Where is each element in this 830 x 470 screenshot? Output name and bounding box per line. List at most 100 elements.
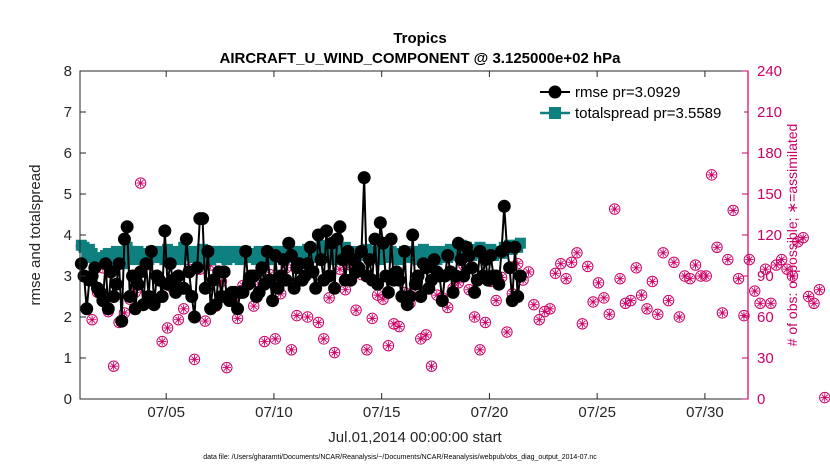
rmse-point bbox=[468, 285, 482, 299]
rmse-point bbox=[457, 269, 471, 283]
y-right-tick-label: 60 bbox=[757, 309, 774, 326]
obs-assimilated-marker bbox=[351, 305, 361, 315]
obs-possible-marker bbox=[732, 273, 745, 285]
obs-assimilated-marker bbox=[561, 274, 571, 283]
obs-possible-marker bbox=[598, 292, 610, 304]
rmse-point bbox=[109, 277, 123, 291]
y-right-tick-label: 0 bbox=[757, 391, 765, 408]
rmse-point bbox=[198, 281, 212, 295]
obs-possible-marker bbox=[199, 315, 211, 327]
obs-possible-marker bbox=[689, 259, 702, 271]
obs-assimilated-marker bbox=[804, 292, 813, 301]
obs-assimilated-marker bbox=[470, 312, 479, 322]
obs-possible-marker bbox=[134, 177, 147, 189]
totalspread-point bbox=[162, 243, 174, 255]
obs-assimilated-marker bbox=[535, 315, 544, 324]
obs-possible-marker bbox=[808, 297, 820, 310]
obs-possible-marker bbox=[716, 307, 729, 319]
rmse-point bbox=[403, 290, 417, 303]
y-tick-label: 4 bbox=[64, 227, 72, 244]
y-tick-label: 6 bbox=[64, 145, 72, 162]
obs-assimilated-marker bbox=[745, 255, 754, 264]
obs-assimilated-marker bbox=[626, 296, 636, 305]
obs-possible-marker bbox=[722, 253, 734, 266]
rmse-series bbox=[74, 171, 527, 328]
obs-assimilated-marker bbox=[319, 334, 328, 344]
totalspread-point bbox=[514, 237, 526, 249]
obs-assimilated-marker bbox=[174, 315, 183, 324]
rmse-point bbox=[465, 261, 479, 275]
totalspread-point bbox=[178, 241, 190, 253]
footer-note: data file: /Users/gharamti/Documents/NCA… bbox=[203, 454, 597, 461]
obs-assimilated-marker bbox=[524, 267, 533, 277]
obs-assimilated-marker bbox=[815, 285, 824, 294]
y-right-axis-ticks: 0 30 60 90 120 150 180 210 240 bbox=[742, 63, 782, 408]
rmse-point bbox=[217, 265, 231, 279]
obs-possible-marker bbox=[662, 294, 675, 307]
obs-assimilated-marker bbox=[642, 304, 652, 313]
x-axis-label: Jul.01,2014 00:00:00 start bbox=[328, 429, 502, 446]
obs-assimilated-marker bbox=[712, 243, 722, 252]
x-tick-label: 07/30 bbox=[686, 404, 724, 421]
rmse-point bbox=[266, 294, 280, 308]
obs-assimilated-marker bbox=[222, 363, 231, 372]
obs-possible-marker bbox=[366, 312, 378, 325]
obs-assimilated-marker bbox=[551, 269, 560, 278]
rmse-point bbox=[319, 224, 333, 238]
obs-possible-marker bbox=[635, 289, 648, 301]
legend-label-spread: totalspread pr=3.5589 bbox=[575, 105, 721, 122]
obs-possible-marker bbox=[711, 241, 723, 254]
obs-assimilated-marker bbox=[179, 304, 188, 313]
obs-possible-marker bbox=[361, 344, 373, 356]
rmse-point bbox=[411, 269, 425, 283]
obs-assimilated-marker bbox=[368, 314, 377, 323]
obs-possible-marker bbox=[318, 333, 330, 345]
rmse-point bbox=[314, 253, 328, 267]
rmse-point bbox=[179, 232, 193, 246]
obs-assimilated-marker bbox=[540, 307, 549, 316]
obs-assimilated-marker bbox=[190, 355, 199, 364]
obs-possible-marker bbox=[468, 311, 481, 323]
obs-assimilated-marker bbox=[335, 264, 345, 274]
rmse-point bbox=[371, 277, 385, 291]
obs-assimilated-marker bbox=[782, 264, 792, 274]
obs-possible-marker bbox=[107, 360, 120, 372]
rmse-point bbox=[88, 261, 102, 275]
rmse-point bbox=[497, 199, 511, 213]
obs-possible-marker bbox=[161, 322, 174, 334]
obs-assimilated-marker bbox=[766, 299, 776, 308]
chart-subtitle: AIRCRAFT_U_WIND_COMPONENT @ 3.125000e+02… bbox=[220, 50, 622, 67]
rmse-point bbox=[328, 281, 342, 295]
rmse-point bbox=[287, 281, 301, 295]
obs-assimilated-marker bbox=[513, 259, 522, 268]
rmse-point bbox=[271, 281, 285, 295]
obs-assimilated-marker bbox=[728, 206, 738, 215]
obs-possible-marker bbox=[743, 253, 756, 266]
y-tick-label: 5 bbox=[64, 186, 72, 203]
obs-assimilated-marker bbox=[621, 299, 630, 308]
obs-assimilated-marker bbox=[163, 323, 172, 333]
rmse-point bbox=[131, 277, 145, 291]
rmse-point bbox=[511, 290, 525, 303]
rmse-point bbox=[177, 281, 191, 295]
rmse-point bbox=[123, 290, 137, 303]
obs-assimilated-marker bbox=[341, 285, 350, 294]
rmse-point bbox=[74, 257, 88, 271]
obs-assimilated-marker bbox=[750, 286, 759, 296]
obs-assimilated-marker bbox=[373, 290, 382, 300]
obs-assimilated-marker bbox=[567, 258, 576, 267]
y-axis-ticks: 0 1 2 3 4 5 6 7 8 bbox=[64, 63, 86, 408]
rmse-point bbox=[352, 261, 366, 275]
obs-assimilated-marker bbox=[588, 297, 598, 307]
obs-possible-marker bbox=[382, 340, 395, 352]
obs-possible-marker bbox=[291, 309, 303, 322]
rmse-point bbox=[171, 269, 185, 283]
obs-assimilated-marker bbox=[637, 290, 646, 300]
obs-assimilated-marker bbox=[594, 278, 603, 288]
rmse-point bbox=[104, 265, 118, 279]
obs-possible-marker bbox=[479, 316, 492, 329]
obs-assimilated-marker bbox=[416, 334, 425, 344]
rmse-point bbox=[381, 285, 395, 299]
rmse-point bbox=[201, 244, 215, 258]
obs-possible-marker bbox=[592, 277, 605, 289]
